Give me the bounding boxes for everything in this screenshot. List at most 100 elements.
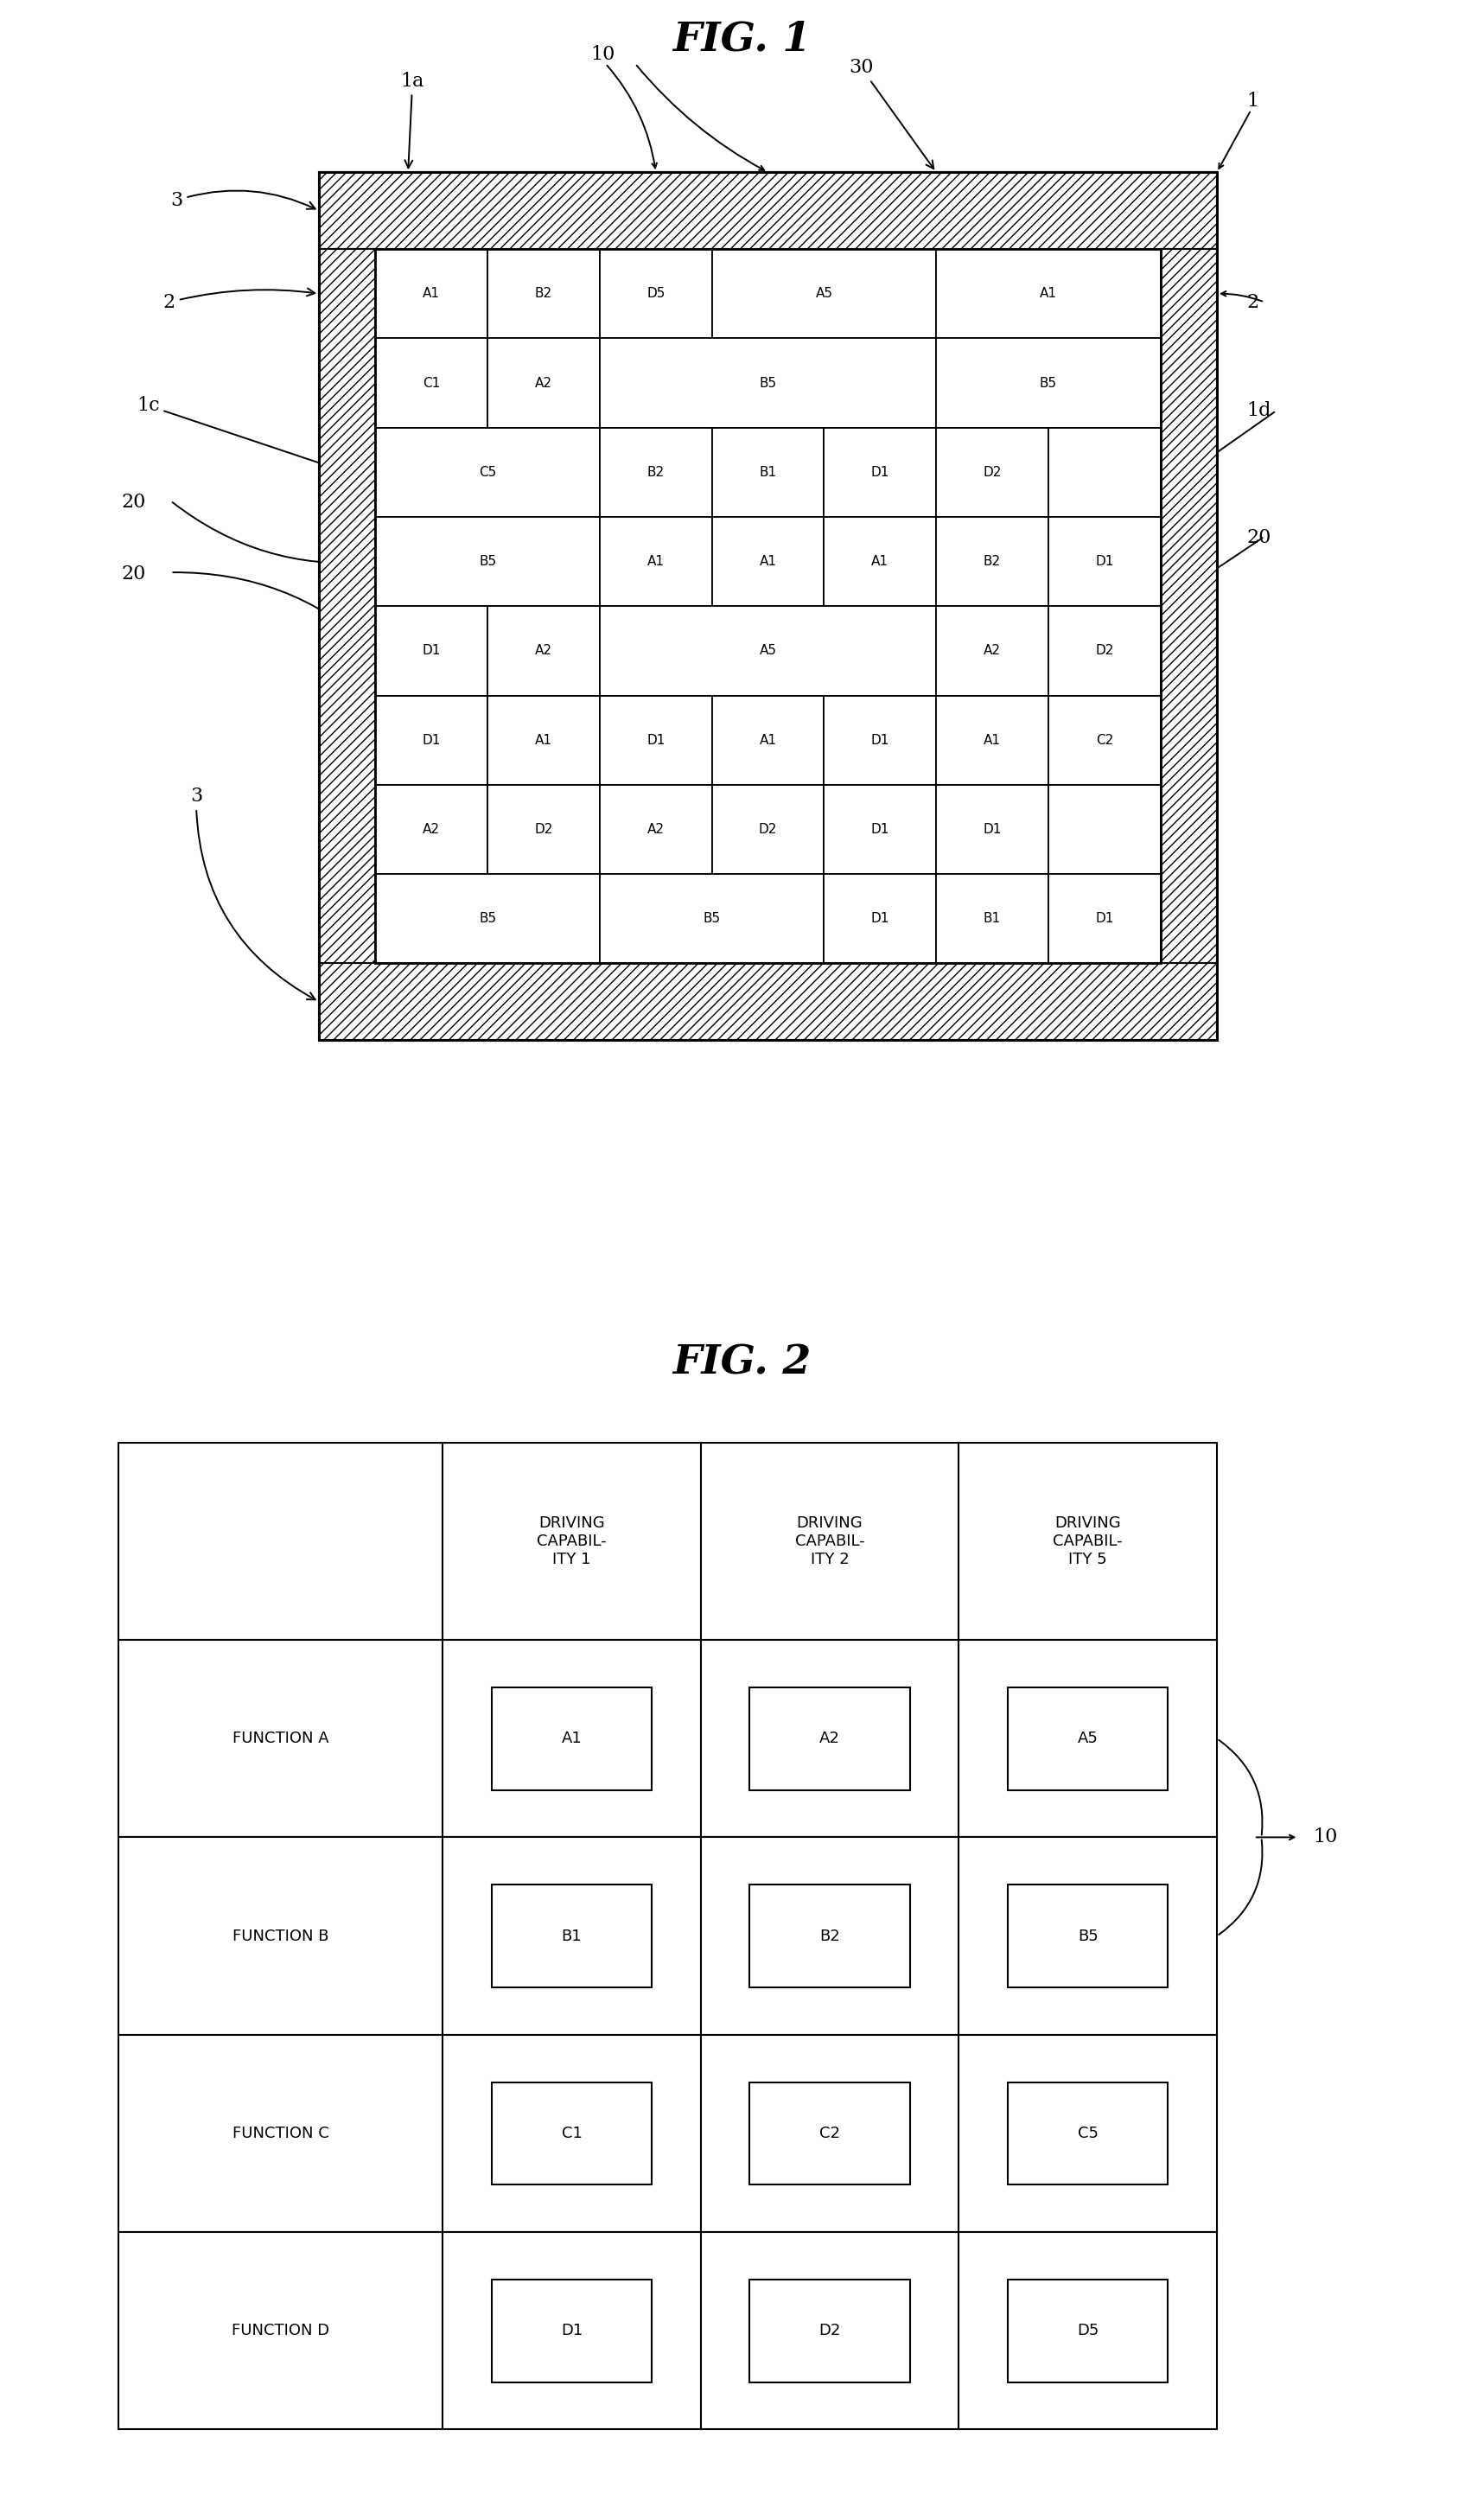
Bar (936, 518, 1048, 605)
Text: D2: D2 (982, 465, 1002, 480)
Bar (1048, 605, 1160, 695)
Text: 20: 20 (122, 493, 147, 512)
Text: 3: 3 (190, 788, 315, 1000)
Text: C1: C1 (423, 378, 441, 390)
Bar (442, 1442, 700, 1640)
Text: D1: D1 (871, 912, 889, 925)
Bar (375, 338, 488, 428)
Text: A1: A1 (760, 732, 776, 748)
Text: B5: B5 (760, 378, 776, 390)
Bar (936, 428, 1048, 518)
Bar (375, 695, 488, 785)
Bar (824, 428, 936, 518)
Text: DRIVING
CAPABIL-
ITY 5: DRIVING CAPABIL- ITY 5 (1054, 1515, 1123, 1568)
Text: A1: A1 (423, 288, 441, 300)
Bar (936, 250, 1160, 338)
Text: A1: A1 (871, 555, 889, 568)
Text: B1: B1 (561, 1928, 582, 1945)
Text: D2: D2 (534, 823, 554, 835)
Text: D1: D1 (647, 732, 665, 748)
Bar (491, 1688, 651, 1790)
Bar (936, 785, 1048, 875)
Bar (1048, 785, 1160, 875)
Text: C1: C1 (561, 2125, 582, 2140)
Text: 1d: 1d (1247, 403, 1272, 420)
Bar (1008, 1688, 1168, 1790)
Text: B2: B2 (534, 288, 552, 300)
Bar (1160, 250, 1217, 963)
Text: 1c: 1c (137, 395, 343, 472)
Bar (700, 2035, 959, 2232)
Bar (712, 695, 824, 785)
Text: A2: A2 (819, 1730, 840, 1748)
Bar (959, 2035, 1217, 2232)
Text: D2: D2 (819, 2322, 841, 2338)
Bar (700, 1442, 959, 1640)
Bar (375, 875, 600, 963)
Bar (600, 875, 824, 963)
Text: FUNCTION C: FUNCTION C (233, 2125, 329, 2140)
Bar (959, 2232, 1217, 2430)
Text: 20: 20 (1247, 528, 1272, 548)
Text: 1: 1 (1247, 92, 1258, 110)
Text: A5: A5 (760, 645, 776, 658)
Text: 20: 20 (122, 565, 147, 582)
Bar (700, 2232, 959, 2430)
Bar (491, 1885, 651, 1988)
Text: A1: A1 (647, 555, 665, 568)
Text: B2: B2 (647, 465, 665, 480)
Bar (959, 1442, 1217, 1640)
Bar (1008, 1885, 1168, 1988)
Bar (442, 1640, 700, 1838)
Text: B5: B5 (1040, 378, 1057, 390)
Text: 1a: 1a (401, 73, 424, 168)
Text: 1b: 1b (576, 848, 601, 865)
Text: C5: C5 (479, 465, 496, 480)
Text: FUNCTION D: FUNCTION D (232, 2322, 329, 2338)
Bar (936, 605, 1048, 695)
Bar (700, 1838, 959, 2035)
Bar (712, 518, 824, 605)
Bar (119, 2035, 442, 2232)
Text: D1: D1 (871, 823, 889, 835)
Text: DRIVING
CAPABIL-
ITY 1: DRIVING CAPABIL- ITY 1 (537, 1515, 607, 1568)
Bar (700, 1640, 959, 1838)
Text: 30: 30 (849, 58, 933, 170)
Text: A2: A2 (423, 823, 441, 835)
Bar (824, 785, 936, 875)
Bar (824, 875, 936, 963)
Text: A1: A1 (1040, 288, 1057, 300)
Text: FUNCTION B: FUNCTION B (233, 1928, 329, 1945)
Text: C2: C2 (819, 2125, 840, 2140)
Text: B5: B5 (703, 912, 721, 925)
Text: D1: D1 (1095, 912, 1113, 925)
Bar (936, 695, 1048, 785)
Text: A1: A1 (536, 732, 552, 748)
Bar (600, 338, 936, 428)
Bar (936, 875, 1048, 963)
Text: D1: D1 (561, 2322, 583, 2338)
Text: D1: D1 (871, 465, 889, 480)
Text: 3: 3 (171, 190, 315, 210)
Bar (488, 250, 600, 338)
Bar (319, 173, 1217, 250)
Text: A2: A2 (984, 645, 1000, 658)
Text: FIG. 1: FIG. 1 (672, 20, 812, 60)
Bar (319, 250, 375, 963)
Text: B2: B2 (819, 1928, 840, 1945)
Bar (600, 605, 936, 695)
Text: A1: A1 (984, 732, 1000, 748)
Text: A5: A5 (815, 288, 833, 300)
Text: C2: C2 (1095, 732, 1113, 748)
Bar (600, 518, 712, 605)
Text: 10: 10 (591, 45, 616, 65)
Text: B5: B5 (479, 555, 496, 568)
Bar (749, 1885, 910, 1988)
Bar (491, 2082, 651, 2185)
Text: B1: B1 (984, 912, 1002, 925)
Bar (119, 1640, 442, 1838)
Text: B5: B5 (1077, 1928, 1098, 1945)
Bar (319, 963, 1217, 1040)
Text: 2: 2 (163, 288, 315, 312)
Bar (491, 2280, 651, 2382)
